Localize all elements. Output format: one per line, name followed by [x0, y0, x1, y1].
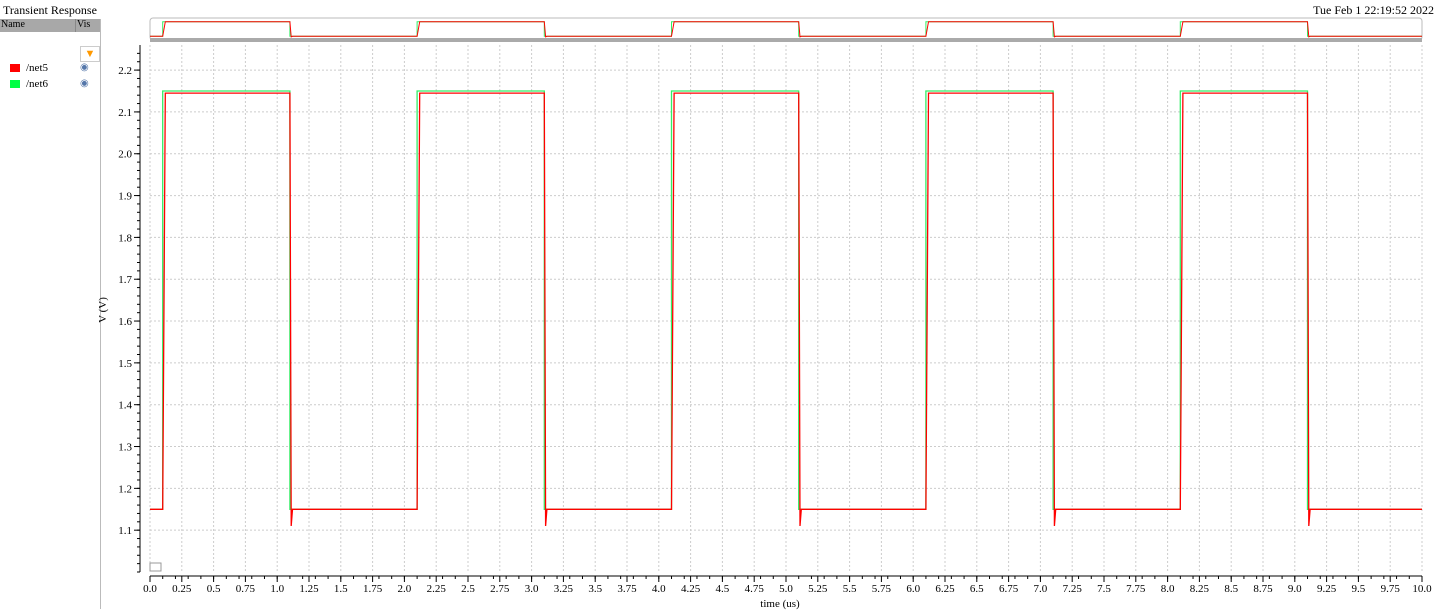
play-icon	[149, 562, 162, 572]
col-vis: Vis	[77, 19, 91, 30]
x-tick-label: 1.5	[334, 583, 348, 595]
x-tick-label: 10.0	[1412, 583, 1432, 595]
eye-icon[interactable]: ◉	[80, 62, 89, 73]
x-tick-label: 0.0	[143, 583, 157, 595]
x-tick-label: 7.75	[1126, 583, 1146, 595]
x-tick-label: 0.25	[172, 583, 192, 595]
y-tick-label: 2.0	[118, 149, 132, 161]
x-tick-label: 7.0	[1034, 583, 1048, 595]
series-net5	[150, 92, 1422, 527]
signal-panel: Name Vis ▼ /net5 ◉ /net6 ◉	[0, 19, 101, 609]
x-tick-label: 3.5	[588, 583, 602, 595]
x-tick-label: 7.25	[1063, 583, 1083, 595]
x-tick-label: 2.25	[427, 583, 447, 595]
x-tick-label: 5.5	[843, 583, 857, 595]
x-tick-label: 3.75	[617, 583, 637, 595]
x-tick-label: 6.0	[906, 583, 920, 595]
x-tick-label: 0.5	[207, 583, 221, 595]
y-tick-label: 1.3	[118, 442, 132, 454]
x-tick-label: 2.5	[461, 583, 475, 595]
x-tick-label: 5.0	[779, 583, 793, 595]
x-axis-label: time (us)	[760, 598, 800, 610]
signal-label: /net5	[26, 62, 48, 74]
x-tick-label: 9.75	[1381, 583, 1401, 595]
axes: 0.0 0.25 0.5 0.75 1.0 1.25 1.5 1.75 2.0 2.25 2.5 2.…	[118, 45, 1432, 595]
x-tick-label: 6.75	[999, 583, 1019, 595]
y-tick-label: 1.7	[118, 274, 132, 286]
x-tick-label: 2.0	[398, 583, 412, 595]
x-tick-label: 6.5	[970, 583, 984, 595]
signal-net5[interactable]: /net5	[10, 62, 48, 74]
x-tick-label: 1.25	[299, 583, 319, 595]
y-tick-label: 1.9	[118, 191, 132, 203]
y-tick-label: 1.6	[118, 316, 132, 328]
x-tick-label: 4.0	[652, 583, 666, 595]
x-tick-label: 9.5	[1352, 583, 1366, 595]
color-swatch	[10, 64, 20, 72]
series-lines	[150, 90, 1422, 527]
x-tick-label: 0.75	[236, 583, 256, 595]
overview-scrollbar	[150, 38, 1422, 42]
eye-icon[interactable]: ◉	[80, 78, 89, 89]
color-swatch	[10, 80, 20, 88]
y-tick-label: 1.8	[118, 232, 132, 244]
col-name: Name	[0, 19, 76, 32]
x-tick-label: 6.25	[935, 583, 955, 595]
funnel-icon[interactable]: ▼	[80, 46, 100, 62]
x-tick-label: 9.25	[1317, 583, 1337, 595]
x-tick-label: 8.0	[1161, 583, 1175, 595]
x-tick-label: 3.25	[554, 583, 574, 595]
x-tick-label: 1.0	[270, 583, 284, 595]
y-tick-label: 2.2	[118, 65, 132, 77]
grid	[149, 45, 1423, 572]
signal-net6[interactable]: /net6	[10, 78, 48, 90]
x-tick-label: 8.25	[1190, 583, 1210, 595]
overview-strip[interactable]	[149, 17, 1423, 42]
x-tick-label: 4.75	[745, 583, 765, 595]
x-tick-label: 5.25	[808, 583, 828, 595]
x-tick-label: 5.75	[872, 583, 892, 595]
signal-label: /net6	[26, 78, 48, 90]
x-tick-label: 9.0	[1288, 583, 1302, 595]
overview-net5	[150, 21, 1422, 38]
y-tick-label: 1.1	[118, 525, 132, 537]
x-tick-label: 7.5	[1097, 583, 1111, 595]
y-tick-label: 2.1	[118, 107, 132, 119]
y-axis-label: V (V)	[97, 297, 109, 323]
x-tick-label: 2.75	[490, 583, 510, 595]
panel-header: Name Vis	[0, 19, 100, 32]
y-tick-label: 1.4	[118, 400, 132, 412]
x-tick-label: 1.75	[363, 583, 383, 595]
x-tick-label: 4.5	[716, 583, 730, 595]
y-tick-label: 1.2	[118, 483, 132, 495]
timestamp: Tue Feb 1 22:19:52 2022	[1313, 3, 1434, 17]
x-tick-label: 8.5	[1224, 583, 1238, 595]
window-title: Transient Response	[3, 3, 97, 17]
x-tick-label: 4.25	[681, 583, 701, 595]
x-tick-label: 3.0	[525, 583, 539, 595]
y-tick-label: 1.5	[118, 358, 132, 370]
x-tick-label: 8.75	[1253, 583, 1273, 595]
